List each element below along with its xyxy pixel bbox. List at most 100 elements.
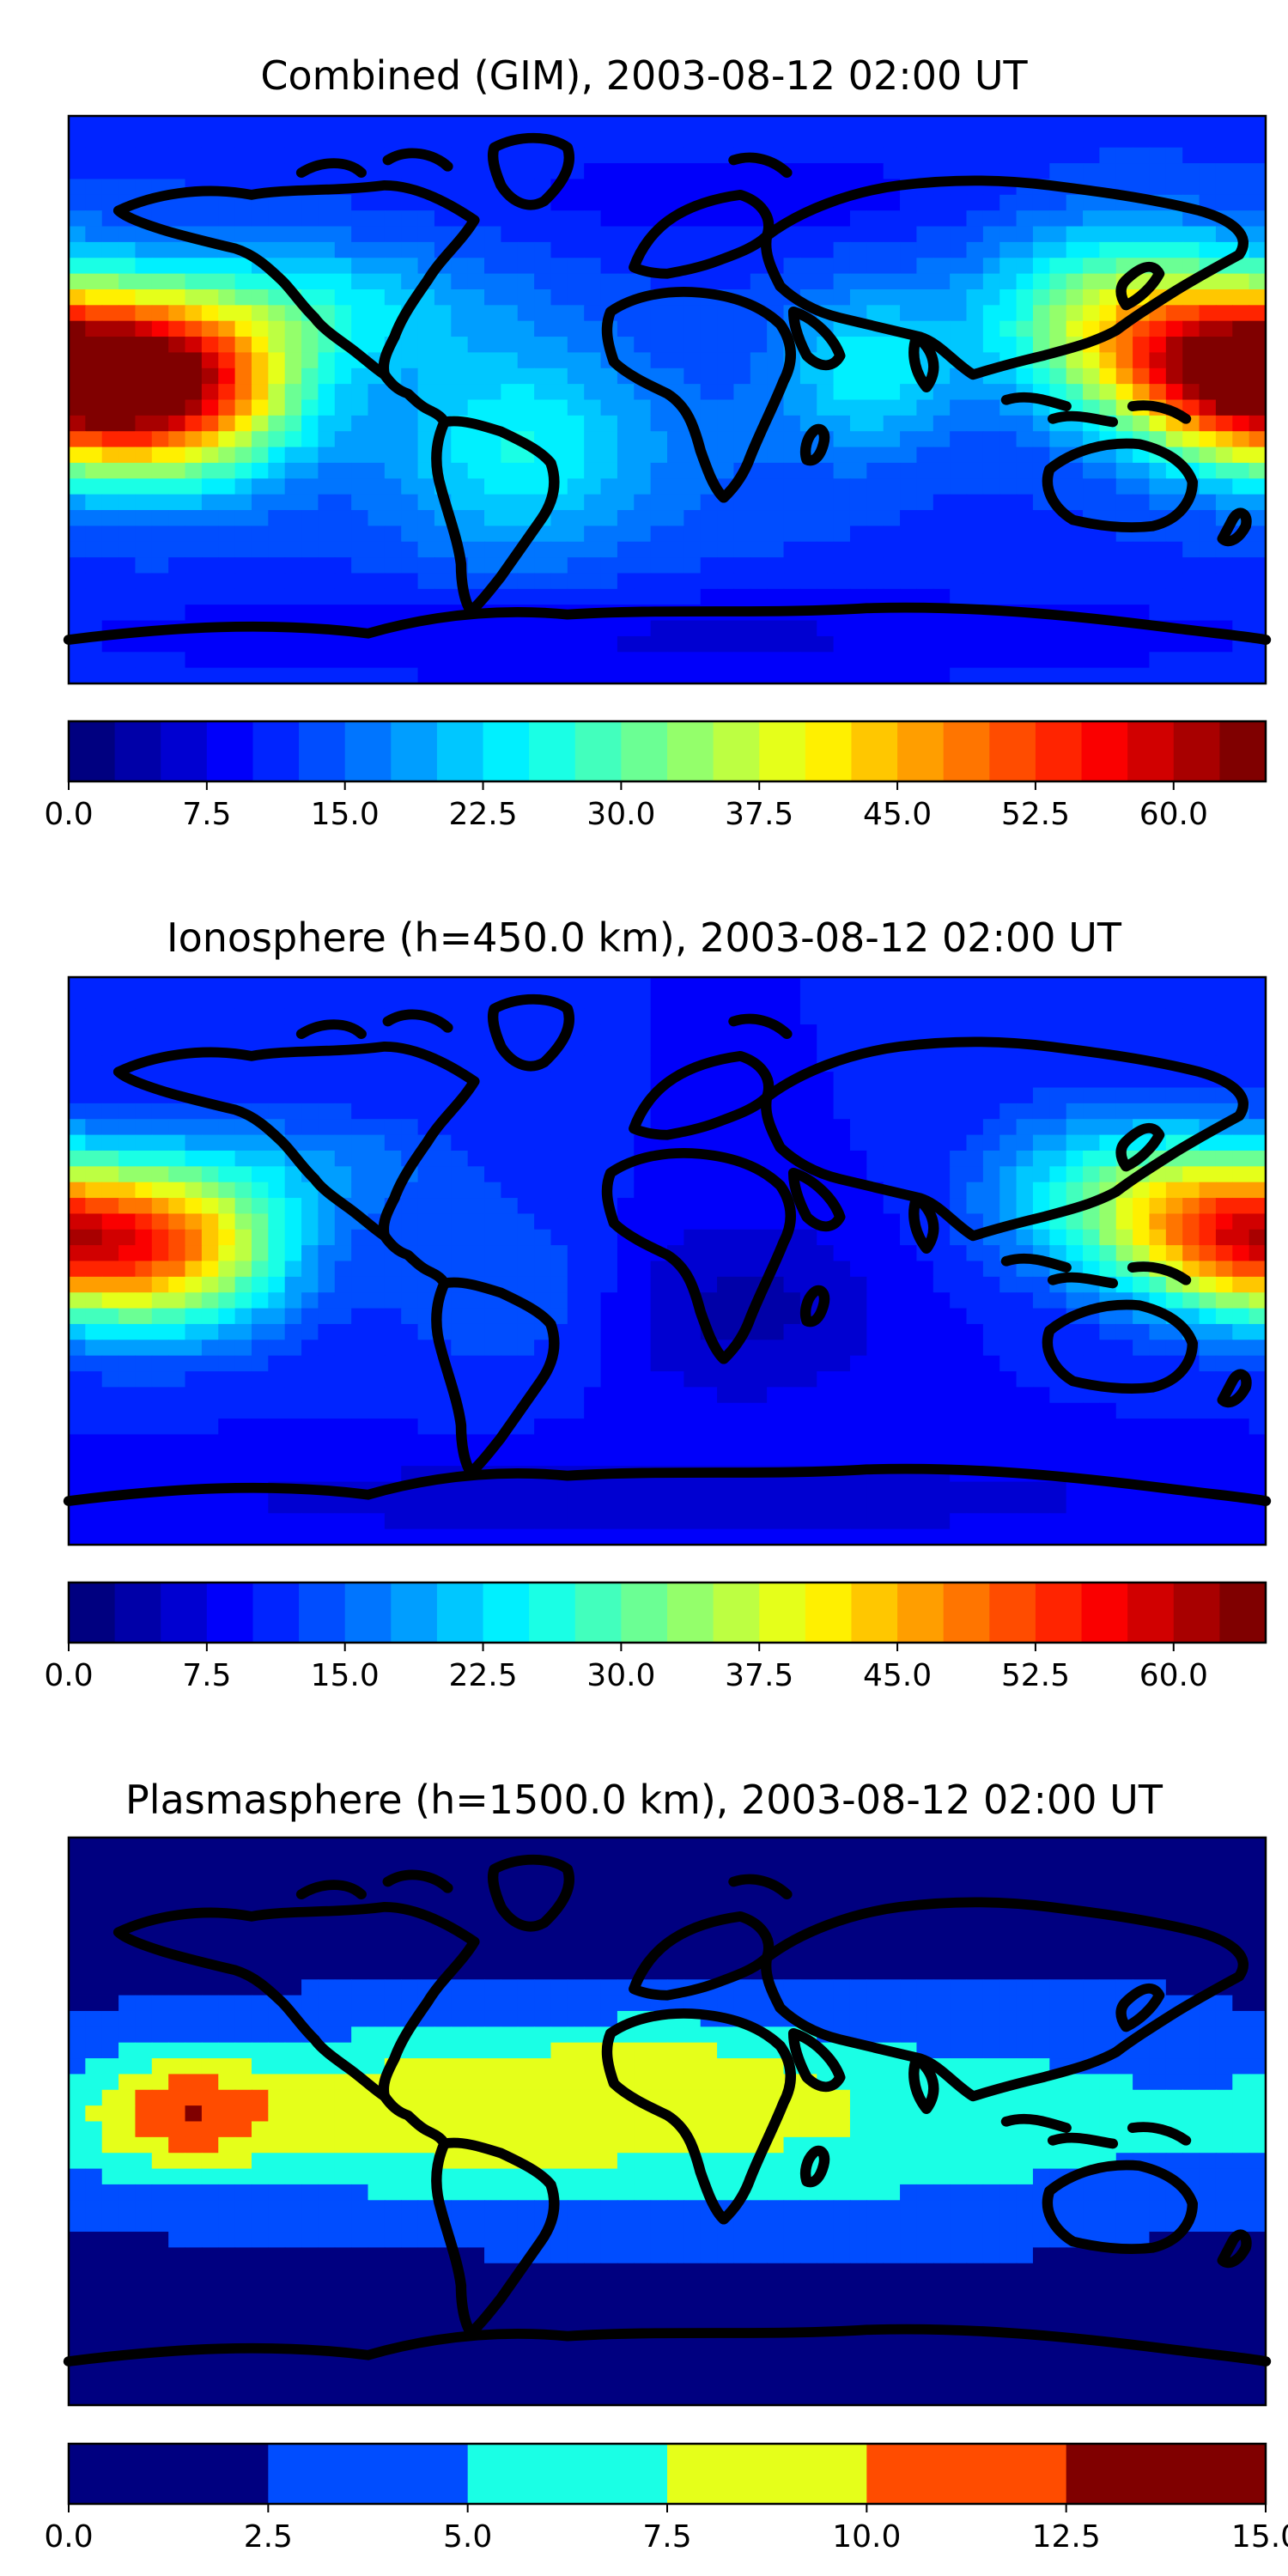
field-cell [950,1402,968,1419]
field-cell [1115,635,1133,653]
field-cell [833,1434,851,1451]
field-cell [185,1387,203,1404]
field-cell [1232,273,1250,290]
field-cell [883,1213,901,1230]
field-cell [999,1276,1018,1293]
field-cell [1115,1419,1133,1436]
field-cell [999,226,1018,243]
field-cell [69,1402,86,1419]
field-cell [1149,1040,1167,1057]
field-cell [284,1308,302,1325]
field-cell [1032,510,1050,526]
field-cell [700,1261,718,1278]
field-cell [384,993,402,1010]
field-cell [1133,1008,1151,1025]
field-cell [783,635,801,653]
field-cell [1215,1198,1233,1215]
field-cell [451,635,469,653]
field-cell [849,447,867,464]
field-cell [434,1166,452,1183]
field-cell [1049,320,1067,337]
field-cell [234,1355,252,1372]
field-cell [185,635,203,653]
field-cell [85,652,103,669]
field-cell [999,635,1018,653]
field-cell [534,1072,552,1089]
field-cell [1032,320,1050,337]
field-cell [1032,1308,1050,1325]
field-cell [849,384,867,401]
field-cell [799,1040,817,1057]
field-cell [866,226,884,243]
field-cell [1083,1134,1100,1151]
field-cell [151,1308,169,1325]
field-cell [866,1072,884,1089]
field-cell [218,368,236,385]
field-cell [534,431,552,448]
field-cell [151,320,169,337]
field-cell [550,1434,568,1451]
field-cell [85,1087,103,1104]
field-cell [251,447,269,464]
field-cell [750,573,768,590]
field-cell [1199,1182,1217,1199]
field-cell [218,1198,236,1215]
field-cell [883,1276,901,1293]
field-cell [617,510,635,526]
field-cell [933,977,951,993]
field-cell [201,557,219,574]
field-cell [417,1072,435,1089]
field-cell [966,588,984,605]
field-cell [351,1466,369,1483]
field-cell [484,1419,501,1436]
field-cell [1133,384,1151,401]
field-cell [667,1182,684,1199]
field-cell [301,116,319,132]
field-cell [1215,399,1233,416]
field-cell [268,1008,286,1025]
field-cell [284,557,302,574]
field-cell [634,1323,652,1340]
colorbar-swatch [206,721,253,781]
field-cell [151,241,169,258]
field-cell [999,1150,1018,1167]
field-cell [1165,210,1183,228]
field-cell [982,1134,1000,1151]
field-cell [634,526,652,543]
field-cell [451,1355,469,1372]
field-cell [135,368,153,385]
field-cell [733,1355,751,1372]
field-cell [799,478,817,495]
field-cell [1066,1055,1084,1072]
field-cell [750,1402,768,1419]
field-cell [268,541,286,558]
field-cell [683,1198,702,1215]
field-cell [234,1229,252,1246]
field-cell [567,667,585,684]
field-cell [650,620,668,637]
field-cell [268,368,286,385]
field-cell [700,337,718,354]
field-cell [185,1150,203,1167]
field-cell [318,652,336,669]
field-cell [268,557,286,574]
field-cell [318,305,336,322]
field-cell [733,1261,751,1278]
field-cell [600,1355,618,1372]
field-cell [567,1166,585,1183]
field-cell [883,977,901,993]
field-cell [1249,1276,1267,1293]
field-cell [334,1355,352,1372]
field-cell [334,210,352,228]
field-cell [1016,258,1034,275]
field-cell [1016,494,1034,511]
field-cell [733,557,751,574]
field-cell [1182,1024,1200,1042]
field-cell [501,1024,519,1042]
field-cell [683,1024,702,1042]
field-cell [251,573,269,590]
field-cell [767,1340,785,1357]
field-cell [334,131,352,149]
field-cell [883,1166,901,1183]
field-cell [584,337,602,354]
